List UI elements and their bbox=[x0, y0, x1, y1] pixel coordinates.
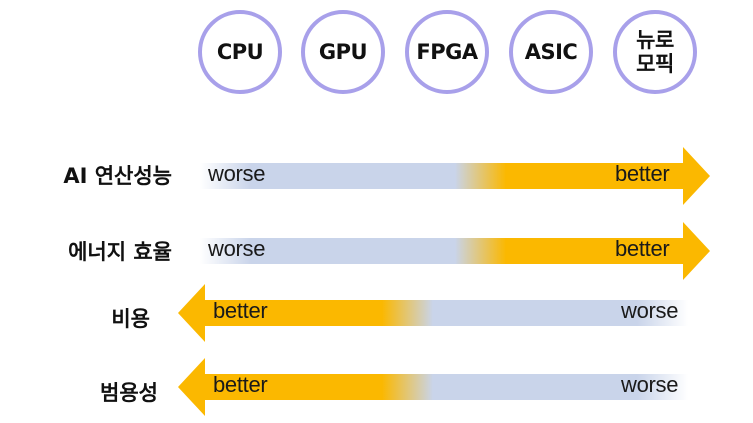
arrow-left-text: worse bbox=[208, 161, 266, 186]
column-label: GPU bbox=[318, 39, 368, 64]
row-label-ai-performance: AI 연산성능 bbox=[63, 164, 172, 188]
column-label: ASIC bbox=[524, 39, 578, 64]
arrow-right-text: worse bbox=[621, 372, 679, 397]
arrow-left-text: better bbox=[213, 298, 268, 323]
arrow-left-text: better bbox=[213, 372, 268, 397]
arrow-left-shape bbox=[178, 358, 688, 416]
row-label-versatility: 범용성 bbox=[100, 381, 158, 405]
column-asic: ASIC bbox=[509, 10, 593, 94]
row-label-energy-efficiency: 에너지 효율 bbox=[68, 240, 172, 264]
column-fpga: FPGA bbox=[405, 10, 489, 94]
arrow-energy-efficiency: worse better bbox=[178, 222, 710, 280]
arrow-right-text: worse bbox=[621, 298, 679, 323]
row-label-cost: 비용 bbox=[111, 307, 150, 331]
arrow-right-shape bbox=[200, 147, 710, 205]
arrow-ai-performance: worse better bbox=[178, 147, 710, 205]
arrow-right-text: better bbox=[615, 236, 670, 261]
arrow-right-text: better bbox=[615, 161, 670, 186]
arrow-right-shape bbox=[200, 222, 710, 280]
column-label: CPU bbox=[216, 39, 264, 64]
column-neuromorphic: 뉴로 모픽 bbox=[613, 10, 697, 94]
arrow-left-shape bbox=[178, 284, 688, 342]
column-cpu: CPU bbox=[198, 10, 282, 94]
arrow-versatility: better worse bbox=[178, 358, 710, 416]
column-label: 뉴로 모픽 bbox=[636, 27, 674, 76]
arrow-cost: better worse bbox=[178, 284, 710, 342]
column-label: FPGA bbox=[416, 39, 478, 64]
column-gpu: GPU bbox=[301, 10, 385, 94]
arrow-left-text: worse bbox=[208, 236, 266, 261]
